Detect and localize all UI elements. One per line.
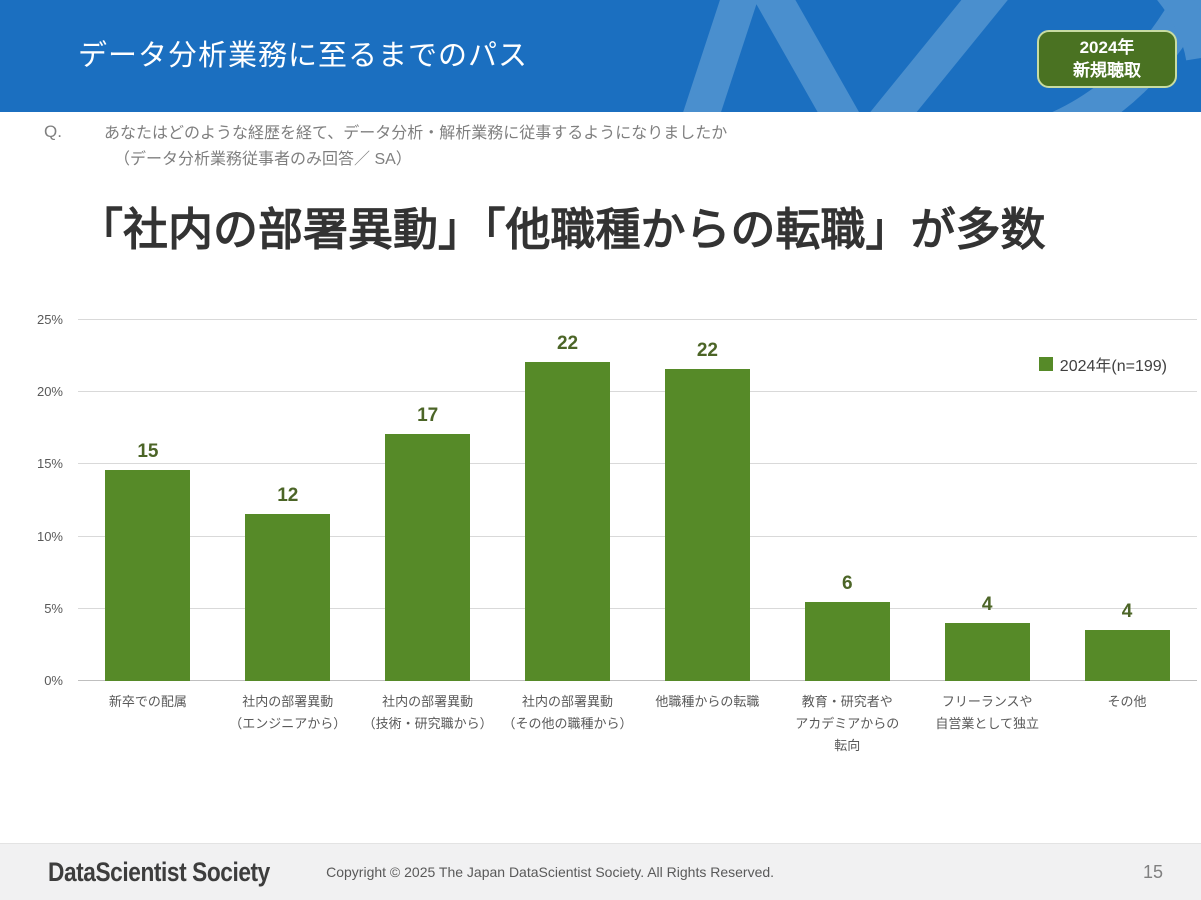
x-tick-label: 社内の部署異動 （エンジニアから） xyxy=(229,694,347,731)
footer: DataScientist Society Copyright © 2025 T… xyxy=(0,843,1201,900)
y-tick-label: 25% xyxy=(36,312,63,327)
society-logo-watermark-icon xyxy=(683,0,1201,112)
plot-area: 2024年(n=199) 15 12 17 22 22 6 4 4 xyxy=(78,319,1197,681)
bar xyxy=(525,361,611,681)
x-tick-label: 社内の部署異動 （その他の職種から） xyxy=(502,694,633,731)
page-number: 15 xyxy=(1142,861,1163,882)
bar xyxy=(1084,630,1170,681)
question-line2: （データ分析業務従事者のみ回答／ SA） xyxy=(114,151,412,168)
x-axis: 新卒での配属 社内の部署異動 （エンジニアから） 社内の部署異動 （技術・研究職から）社… xyxy=(78,691,1197,757)
gridline xyxy=(78,463,1197,465)
legend-label: 2024年(n=199) xyxy=(1059,358,1167,375)
x-tick-label: 教育・研究者や アカデミアからの 転向 xyxy=(795,694,900,753)
bar-group: 15 xyxy=(78,320,218,681)
bar xyxy=(664,369,750,681)
x-tick-label: フリーランスや 自営業として独立 xyxy=(935,694,1039,731)
society-logo: DataScientist Society xyxy=(48,856,270,887)
y-tick-label: 10% xyxy=(36,528,63,544)
bar-value-label: 22 xyxy=(696,340,718,362)
survey-badge: 2024年 新規聴取 xyxy=(1037,30,1177,88)
copyright-text: Copyright © 2025 The Japan DataScientist… xyxy=(326,864,775,880)
legend-swatch xyxy=(1038,357,1053,371)
bar-value-label: 22 xyxy=(556,332,579,354)
y-tick-label: 20% xyxy=(36,384,63,400)
y-tick-label: 5% xyxy=(44,600,63,616)
survey-badge-year: 2024年 xyxy=(1079,38,1135,57)
question-text: あなたはどのような経歴を経て、データ分析・解析業務に従事するようになりましたか … xyxy=(104,121,1004,173)
bar-value-label: 6 xyxy=(842,572,853,594)
bar xyxy=(245,513,331,681)
bar-group: 12 xyxy=(218,320,358,681)
bar xyxy=(105,470,191,681)
survey-badge-label: 新規聴取 xyxy=(1073,61,1141,80)
bar-chart: 0% 5% 10% 15% 20% 25% 2024年(n=199) 15 12 17 22 22… xyxy=(0,312,1201,790)
bar-group: 4 xyxy=(1057,320,1197,681)
bar-group: 4 xyxy=(917,320,1057,681)
question-prefix: Q. xyxy=(44,122,62,141)
y-axis: 0% 5% 10% 15% 20% 25% xyxy=(0,312,70,688)
gridline xyxy=(78,319,1197,320)
bar-value-label: 17 xyxy=(417,405,439,427)
bar-group: 22 xyxy=(498,320,638,681)
bar xyxy=(385,434,471,681)
y-tick-label: 0% xyxy=(44,673,63,688)
gridline xyxy=(78,680,1197,681)
y-tick-label: 15% xyxy=(36,456,63,472)
bar xyxy=(804,601,890,681)
bars-row: 15 12 17 22 22 6 4 4 xyxy=(78,320,1197,681)
bar-value-label: 4 xyxy=(1121,601,1133,623)
x-tick-label: 他職種からの転職 xyxy=(655,694,760,709)
x-tick-label: 社内の部署異動 （技術・研究職から） xyxy=(362,694,493,731)
key-finding-headline: 「社内の部署異動」「他職種からの転職」が多数 xyxy=(78,204,1046,255)
bar-group: 17 xyxy=(358,320,498,681)
bar-group: 22 xyxy=(638,320,778,681)
bar xyxy=(944,623,1030,681)
x-tick-label: その他 xyxy=(1107,694,1147,709)
bar-value-label: 15 xyxy=(137,441,159,463)
gridline xyxy=(78,607,1197,609)
page-title: データ分析業務に至るまでのパス xyxy=(78,40,529,72)
gridline xyxy=(78,391,1197,393)
bar-value-label: 4 xyxy=(981,594,993,616)
bar-value-label: 12 xyxy=(277,484,299,506)
header-banner: データ分析業務に至るまでのパス 2024年 新規聴取 xyxy=(0,0,1201,112)
bar-group: 6 xyxy=(777,320,917,681)
x-tick-label: 新卒での配属 xyxy=(108,694,187,709)
legend: 2024年(n=199) xyxy=(1038,352,1167,376)
question-line1: あなたはどのような経歴を経て、データ分析・解析業務に従事するようになりましたか xyxy=(104,125,728,142)
gridline xyxy=(78,535,1197,537)
